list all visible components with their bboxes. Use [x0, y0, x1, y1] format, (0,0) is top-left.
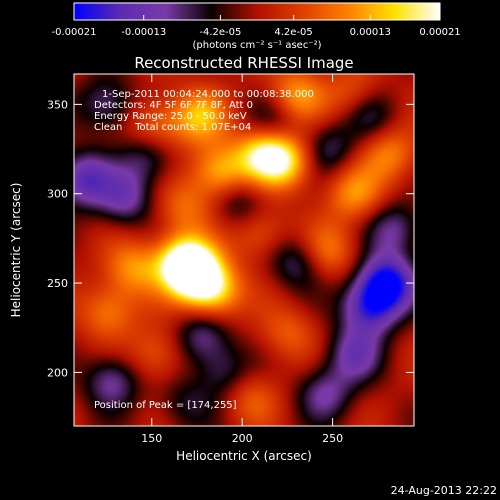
colorbar-units: (photons cm⁻² s⁻¹ asec⁻²)	[192, 40, 321, 51]
heatmap-image	[74, 74, 414, 426]
annotation-method: Clean Total counts: 1.07E+04	[94, 122, 251, 133]
colorbar-tick-label: 4.2e-05	[274, 27, 312, 38]
x-tick-label: 200	[232, 432, 253, 445]
colorbar	[73, 2, 441, 21]
x-tick-label: 150	[141, 432, 162, 445]
colorbar-tick-label: 0.00021	[419, 27, 460, 38]
y-tick-label: 350	[47, 98, 68, 111]
y-axis: 200 250 300 350	[47, 98, 414, 379]
annotation-time-range: 1-Sep-2011 00:04:24.000 to 00:08:38.000	[102, 89, 314, 100]
colorbar-tick-label: 0.00013	[350, 27, 391, 38]
y-tick-label: 300	[47, 188, 68, 201]
colorbar-tick-label: -0.00021	[52, 27, 97, 38]
x-axis: 150 200 250	[141, 74, 343, 445]
colorbar-ticks: -0.00021 -0.00013 -4.2e-05 4.2e-05 0.00013 0.…	[52, 15, 461, 38]
annotation-peak: Position of Peak = [174,255]	[94, 400, 237, 411]
plot-frame	[73, 73, 415, 427]
colorbar-tick-label: -0.00013	[121, 27, 166, 38]
colorbar-tick-label: -4.2e-05	[199, 27, 241, 38]
y-tick-label: 250	[47, 277, 68, 290]
chart-title: Reconstructed RHESSI Image	[134, 54, 353, 72]
x-axis-label: Heliocentric X (arcsec)	[176, 449, 312, 463]
y-tick-label: 200	[47, 366, 68, 379]
x-tick-label: 250	[322, 432, 343, 445]
y-axis-label: Heliocentric Y (arcsec)	[9, 183, 23, 318]
annotation-detectors: Detectors: 4F 5F 6F 7F 8F, Att 0	[94, 100, 253, 111]
annotation-energy: Energy Range: 25.0 - 50.0 keV	[94, 111, 247, 122]
footer-timestamp: 24-Aug-2013 22:22	[391, 484, 497, 497]
